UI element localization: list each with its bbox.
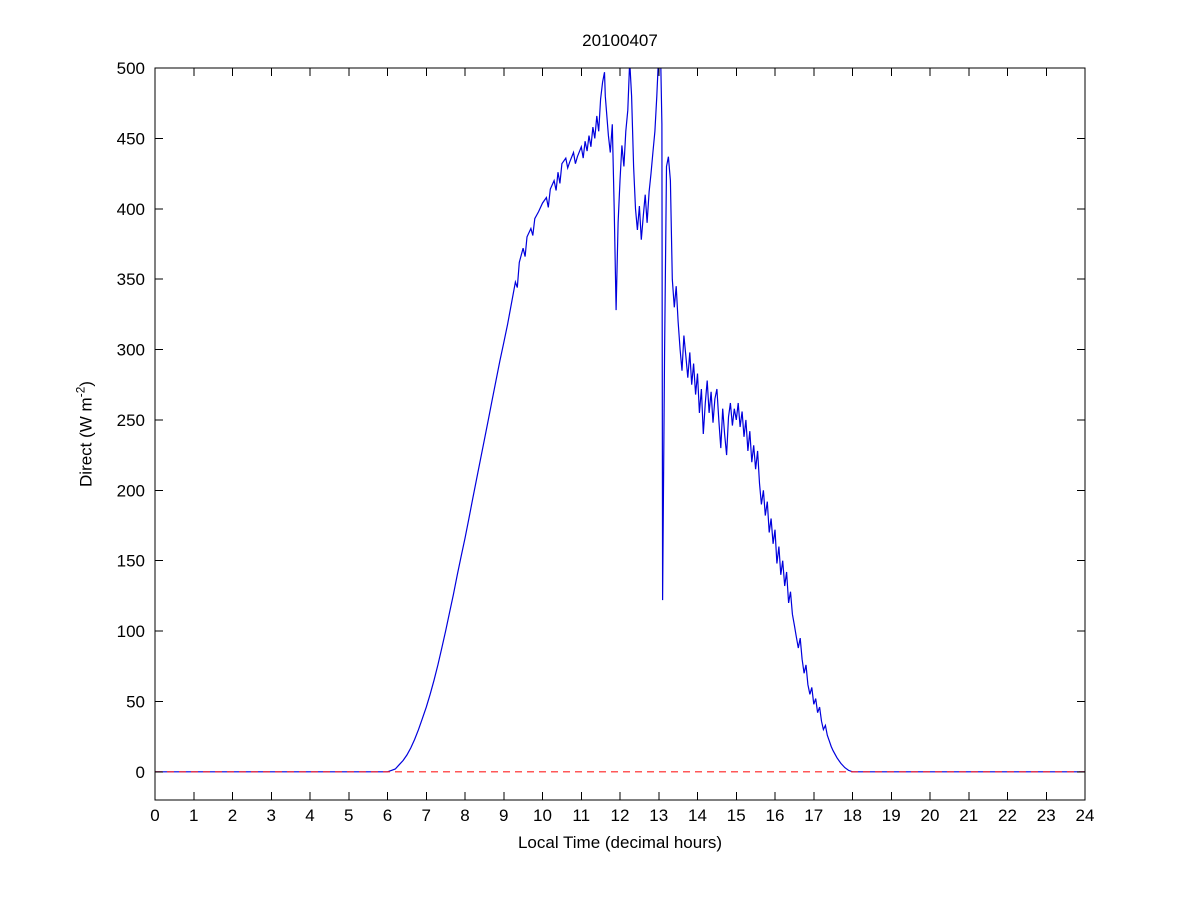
x-tick-label: 21 <box>959 806 978 825</box>
x-tick-label: 9 <box>499 806 508 825</box>
x-tick-label: 24 <box>1076 806 1095 825</box>
y-axis-label-close: ) <box>76 381 96 387</box>
y-tick-label: 50 <box>126 692 145 711</box>
x-tick-label: 20 <box>921 806 940 825</box>
y-tick-label: 150 <box>117 552 145 571</box>
x-tick-label: 19 <box>882 806 901 825</box>
y-axis-label: Direct (W m-2) <box>74 381 97 487</box>
x-tick-label: 7 <box>422 806 431 825</box>
y-axis-label-text: Direct (W m <box>76 397 96 487</box>
y-tick-label: 350 <box>117 270 145 289</box>
series-direct-irradiance <box>155 68 1085 773</box>
x-axis-label: Local Time (decimal hours) <box>517 833 723 852</box>
x-tick-label: 14 <box>688 806 707 825</box>
x-tick-label: 17 <box>804 806 823 825</box>
x-tick-label: 10 <box>533 806 552 825</box>
y-tick-label: 250 <box>117 411 145 430</box>
y-tick-label: 0 <box>136 763 145 782</box>
x-tick-label: 0 <box>150 806 159 825</box>
x-tick-label: 3 <box>267 806 276 825</box>
chart-title: 20100407 <box>582 31 658 50</box>
x-tick-label: 22 <box>998 806 1017 825</box>
y-axis-label-superscript: -2 <box>73 386 88 398</box>
x-tick-label: 4 <box>305 806 314 825</box>
x-tick-label: 2 <box>228 806 237 825</box>
y-tick-label: 200 <box>117 481 145 500</box>
x-tick-label: 6 <box>383 806 392 825</box>
y-tick-label: 300 <box>117 341 145 360</box>
y-tick-label: 500 <box>117 59 145 78</box>
x-tick-label: 11 <box>572 806 590 825</box>
x-tick-label: 18 <box>843 806 862 825</box>
x-tick-label: 15 <box>727 806 746 825</box>
x-tick-label: 5 <box>344 806 353 825</box>
x-tick-label: 16 <box>766 806 785 825</box>
y-tick-label: 400 <box>117 200 145 219</box>
x-tick-label: 23 <box>1037 806 1056 825</box>
x-tick-label: 12 <box>611 806 630 825</box>
x-tick-label: 1 <box>189 806 198 825</box>
x-tick-label: 8 <box>460 806 469 825</box>
y-tick-label: 100 <box>117 622 145 641</box>
x-tick-label: 13 <box>649 806 668 825</box>
y-tick-label: 450 <box>117 129 145 148</box>
